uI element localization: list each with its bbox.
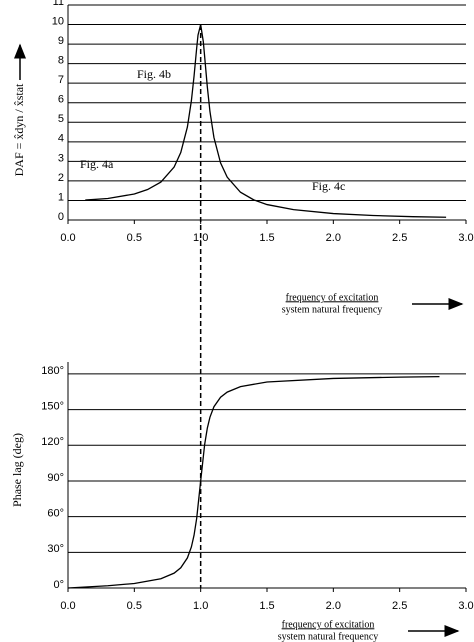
data-line xyxy=(67,375,440,589)
y-tick-label: 6 xyxy=(58,94,64,106)
y-tick-label: 2 xyxy=(58,172,64,184)
annotation: Fig. 4b xyxy=(137,67,171,81)
y-tick-label: 120° xyxy=(41,436,64,448)
x-tick-label: 0.0 xyxy=(60,600,75,612)
y-axis-label: DAF = x̂dyn / x̂stat xyxy=(12,83,26,176)
x-tick-label: 3.0 xyxy=(458,600,473,612)
annotation: Fig. 4c xyxy=(312,179,345,193)
x-tick-label: 2.5 xyxy=(392,600,407,612)
data-line xyxy=(85,24,447,218)
y-axis-label: Phase lag (deg) xyxy=(10,433,24,507)
y-tick-label: 3 xyxy=(58,152,64,164)
x-tick-label: 1.5 xyxy=(259,600,274,612)
y-tick-label: 0 xyxy=(58,211,64,223)
x-label-top: frequency of excitation xyxy=(286,292,379,303)
x-label-top: frequency of excitation xyxy=(282,619,375,630)
x-tick-label: 1.5 xyxy=(259,232,274,244)
y-tick-label: 10 xyxy=(52,15,64,27)
y-tick-label: 8 xyxy=(58,55,64,67)
y-tick-label: 180° xyxy=(41,365,64,377)
y-tick-label: 150° xyxy=(41,400,64,412)
x-tick-label: 1.0 xyxy=(193,600,208,612)
x-tick-label: 0.5 xyxy=(127,232,142,244)
x-label-bottom: system natural frequency xyxy=(282,304,383,315)
y-tick-label: 60° xyxy=(47,508,64,520)
y-tick-label: 30° xyxy=(47,543,64,555)
x-tick-label: 2.5 xyxy=(392,232,407,244)
x-tick-label: 0.5 xyxy=(127,600,142,612)
annotation: Fig. 4a xyxy=(80,157,114,171)
y-tick-label: 1 xyxy=(58,191,64,203)
x-label-bottom: system natural frequency xyxy=(278,631,379,642)
y-tick-label: 90° xyxy=(47,472,64,484)
y-tick-label: 0° xyxy=(53,579,64,591)
x-tick-label: 2.0 xyxy=(326,232,341,244)
x-tick-label: 3.0 xyxy=(458,232,473,244)
y-tick-label: 5 xyxy=(58,113,64,125)
y-tick-label: 9 xyxy=(58,35,64,47)
y-tick-label: 4 xyxy=(58,133,64,145)
x-tick-label: 0.0 xyxy=(60,232,75,244)
y-tick-label: 11 xyxy=(53,0,64,8)
y-tick-label: 7 xyxy=(58,74,64,86)
x-tick-label: 2.0 xyxy=(326,600,341,612)
